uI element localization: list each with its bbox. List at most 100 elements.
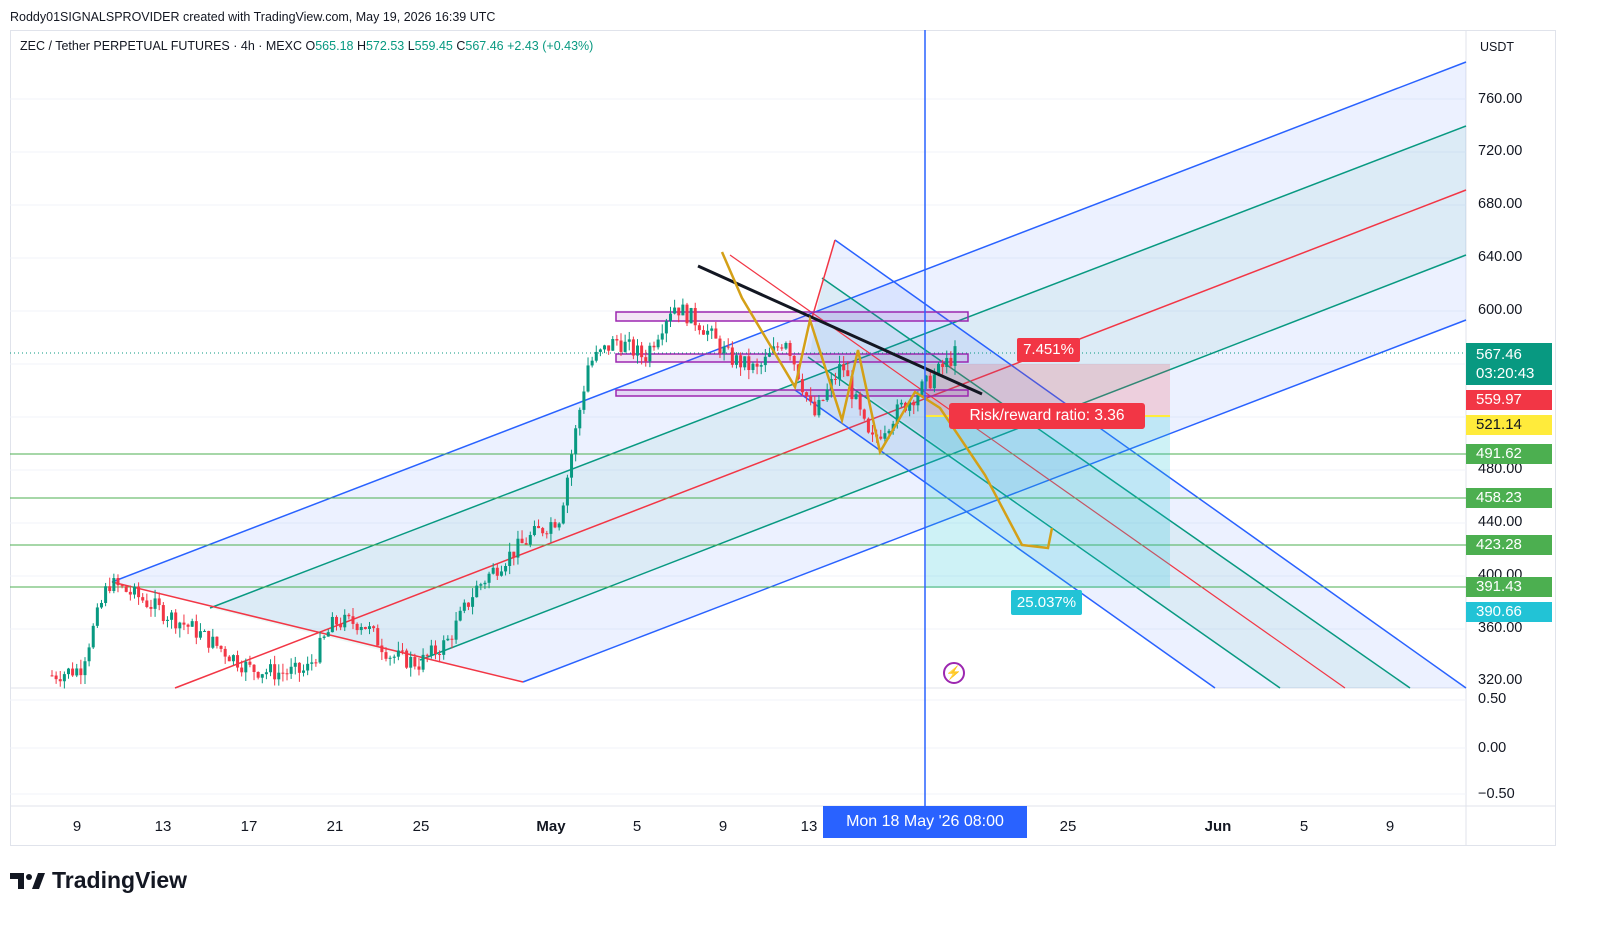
candle-body	[809, 396, 813, 402]
candle-body	[75, 668, 79, 676]
candle-body	[425, 654, 429, 656]
candle-body	[697, 325, 701, 331]
candle-body	[937, 363, 941, 375]
time-tick: Jun	[1204, 818, 1232, 835]
candle-body	[520, 538, 524, 544]
candle-body	[673, 307, 677, 314]
candle-body	[838, 364, 842, 380]
projected-path[interactable]	[720, 251, 1054, 550]
candle-body	[302, 670, 306, 673]
tradingview-logo-text: TradingView	[52, 867, 188, 893]
candle-body	[631, 339, 635, 356]
candle-body	[953, 346, 957, 366]
candle-body	[652, 345, 656, 348]
candle-body	[784, 343, 788, 349]
candle-body	[871, 432, 875, 435]
oscillator-tick: 0.00	[1478, 740, 1507, 756]
candle-body	[330, 616, 334, 633]
rising-pitchfork[interactable]	[111, 61, 1467, 689]
candle-body	[813, 401, 817, 416]
candle-body	[260, 674, 264, 678]
candle-body	[862, 409, 866, 419]
candle-body	[833, 378, 837, 380]
candle-body	[912, 401, 916, 406]
candle-body	[487, 573, 491, 583]
time-tick: 5	[632, 818, 642, 835]
candle-body	[821, 399, 825, 401]
candle-body	[400, 650, 404, 652]
level-price-label: 423.28	[1466, 535, 1552, 555]
candle-body	[528, 535, 532, 545]
supply-demand-zones[interactable]	[615, 311, 969, 397]
candle-body	[116, 578, 120, 586]
candle-body	[281, 672, 285, 674]
target-percent-label: 25.037%	[1011, 590, 1082, 615]
candle-body	[71, 668, 75, 676]
candle-body	[924, 375, 928, 382]
tradingview-logo[interactable]: TradingView	[10, 867, 187, 894]
candle-body	[590, 360, 594, 366]
candle-body	[677, 307, 681, 316]
candle-body	[384, 652, 388, 659]
candle-body	[627, 339, 631, 342]
candle-body	[483, 582, 487, 585]
lightning-icon[interactable]: ⚡	[943, 662, 965, 684]
candle-body	[949, 357, 953, 366]
candle-body	[710, 328, 714, 331]
price-tick: 640.00	[1478, 249, 1523, 265]
candle-body	[537, 526, 541, 529]
candle-body	[108, 586, 112, 592]
symbol-name: ZEC / Tether PERPETUAL FUTURES · 4h · ME…	[20, 39, 303, 53]
high-label: H	[356, 39, 366, 53]
candle-body	[244, 661, 248, 673]
horizontal-levels[interactable]	[10, 453, 1466, 588]
entry-price-label: 521.14	[1466, 415, 1552, 435]
candle-body	[137, 586, 141, 598]
candle-body	[693, 308, 697, 326]
crosshair-date-label: Mon 18 May '26 08:00	[823, 806, 1027, 838]
candle-body	[240, 667, 244, 673]
candle-body	[743, 356, 747, 368]
candle-body	[776, 346, 780, 348]
price-tick: 600.00	[1478, 302, 1523, 318]
risk-reward-label: Risk/reward ratio: 3.36	[949, 403, 1145, 429]
candle-body	[343, 614, 347, 628]
candle-body	[186, 624, 190, 627]
candle-body	[685, 304, 689, 324]
candle-body	[178, 622, 182, 629]
change-value: +2.43 (+0.43%)	[507, 39, 594, 53]
candle-body	[722, 346, 726, 354]
candle-body	[322, 636, 326, 638]
short-position-tool[interactable]	[926, 364, 1170, 588]
chart-attribution: Roddy01SIGNALSPROVIDER created with Trad…	[10, 10, 496, 24]
candle-body	[842, 364, 846, 371]
price-tick: 480.00	[1478, 461, 1523, 477]
open-value: 565.18	[315, 39, 354, 53]
symbol-legend[interactable]: ZEC / Tether PERPETUAL FUTURES · 4h · ME…	[20, 39, 593, 53]
falling-pitchfork[interactable]	[729, 239, 1467, 689]
candle-body	[475, 585, 479, 598]
candle-body	[132, 586, 136, 595]
candle-body	[264, 672, 268, 675]
last-price-value: 567.46	[1476, 346, 1522, 363]
time-tick: 25	[1059, 818, 1077, 835]
resistance-trendline[interactable]	[697, 264, 983, 396]
candle-body	[565, 477, 569, 506]
candle-body	[800, 379, 804, 393]
candle-body	[194, 621, 198, 638]
candle-body	[553, 522, 557, 528]
candle-body	[145, 600, 149, 607]
candle-body	[174, 612, 178, 629]
candle-body	[747, 356, 751, 371]
candle-body	[644, 357, 648, 362]
candle-body	[557, 523, 561, 528]
candle-body	[825, 389, 829, 401]
candle-body	[792, 356, 796, 365]
candle-body	[227, 656, 231, 662]
candle-body	[607, 345, 611, 351]
candle-body	[442, 640, 446, 655]
candle-body	[392, 656, 396, 658]
candle-body	[734, 355, 738, 365]
candle-body	[326, 632, 330, 637]
